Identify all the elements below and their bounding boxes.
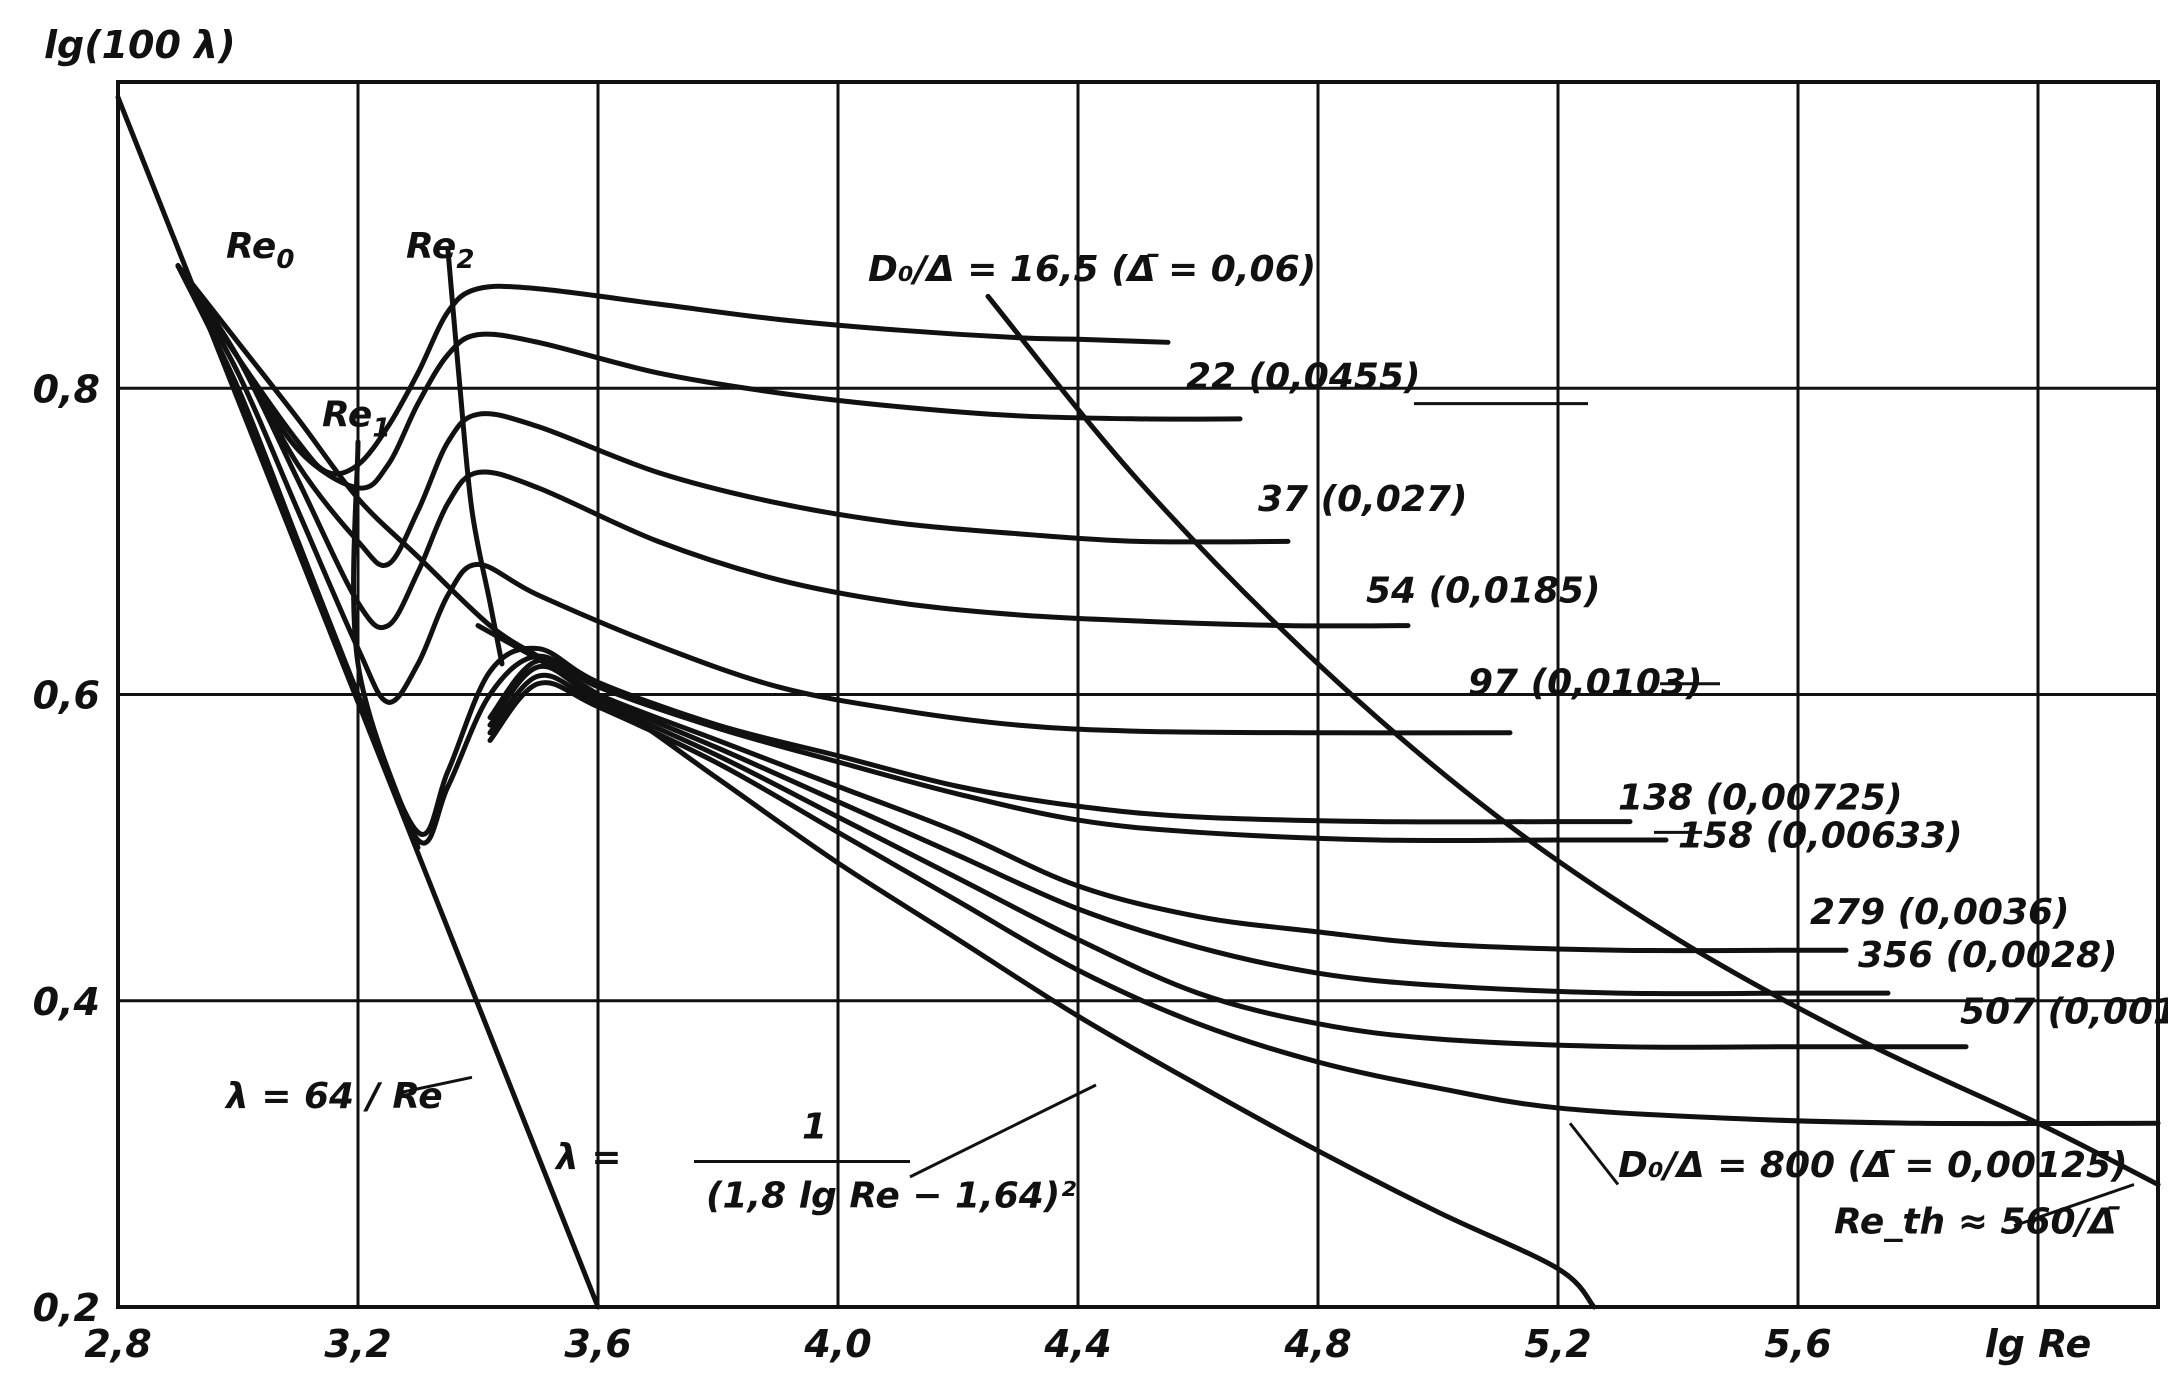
- annotation-279-0-0036: 279 (0,0036): [1810, 892, 2070, 933]
- series-line-re-1: [351, 439, 421, 851]
- annotation-re-th-560: Re_th ≈ 560/Δ̄: [1834, 1202, 2121, 1243]
- series-line-97-0-0103: [175, 263, 1513, 736]
- y-axis-label: lg(100 λ): [44, 23, 236, 67]
- leader-line: [1568, 1122, 1620, 1186]
- series-line-22-0-0455: [175, 263, 1243, 491]
- y-tick-label: 0,6: [33, 674, 100, 718]
- series-line-1-1-8-lgre-1-64: [475, 623, 1597, 1310]
- annotation-507-0-00197: 507 (0,00197): [1960, 992, 2168, 1033]
- x-tick-label: lg Re: [1985, 1322, 2092, 1366]
- series-line-158-0-00633: [175, 263, 1669, 846]
- y-tick-label: 0,2: [33, 1286, 100, 1330]
- x-tick-label: 4,0: [803, 1322, 871, 1366]
- x-tick-label: 2,8: [84, 1322, 151, 1366]
- series-line-re-2: [445, 247, 505, 667]
- annotation-d-800-0-00125: D₀/Δ = 800 (Δ̄ = 0,00125): [1618, 1145, 2128, 1186]
- series-line-64-re: [115, 94, 601, 1310]
- x-tick-label: 3,2: [324, 1322, 391, 1366]
- annotation-138-0-00725: 138 (0,00725): [1618, 777, 1903, 818]
- series-line-37-0-027: [175, 263, 1291, 568]
- label-leader-lines: [399, 402, 2135, 1228]
- annotation-64-re: λ = 64 / Re: [224, 1076, 443, 1117]
- series-line-356-0-0028: [487, 663, 1891, 997]
- annotation-356-0-0028: 356 (0,0028): [1858, 935, 2118, 976]
- annotation-22-0-0455: 22 (0,0455): [1186, 356, 1420, 397]
- x-tick-label: 4,8: [1283, 1322, 1351, 1366]
- series-line-re-th-560: [985, 293, 2161, 1187]
- annotation-1-8-lg-re-1-64: (1,8 lg Re − 1,64)²: [706, 1175, 1076, 1216]
- x-tick-label: 5,6: [1764, 1322, 1831, 1366]
- annotation-54-0-0185: 54 (0,0185): [1366, 571, 1600, 612]
- leader-line: [2013, 1183, 2135, 1228]
- annotation-: λ =: [554, 1137, 621, 1178]
- annotation-37-0-027: 37 (0,027): [1258, 479, 1467, 520]
- curves: [115, 94, 2161, 1310]
- series-line-800-0-00125: [487, 680, 2161, 1127]
- annotation-158-0-00633: 158 (0,00633): [1678, 816, 1963, 857]
- leader-line: [909, 1083, 1097, 1179]
- y-tick-label: 0,8: [33, 367, 100, 411]
- chart-labels: 2,8 3,2 3,6 4,0 4,4 4,8 5,2 5,6 lg Re 0,2 0,4 0,6 0,…: [33, 226, 2168, 1366]
- y-tick-label: 0,4: [33, 980, 100, 1024]
- series-line-279-0-0036: [487, 658, 1849, 954]
- annotation-1: 1: [802, 1107, 827, 1148]
- x-tick-label: 4,4: [1043, 1322, 1111, 1366]
- x-tick-label: 5,2: [1524, 1322, 1591, 1366]
- series-line-16-5-0-06: [175, 263, 1171, 477]
- leader-line: [399, 1075, 473, 1095]
- annotation-97-0-0103: 97 (0,0103): [1468, 663, 1702, 704]
- annotation-d-16-5-0-06: D₀/Δ = 16,5 (Δ̄ = 0,06): [868, 249, 1316, 290]
- x-tick-label: 3,6: [564, 1322, 631, 1366]
- series-line-54-0-0185: [175, 263, 1411, 631]
